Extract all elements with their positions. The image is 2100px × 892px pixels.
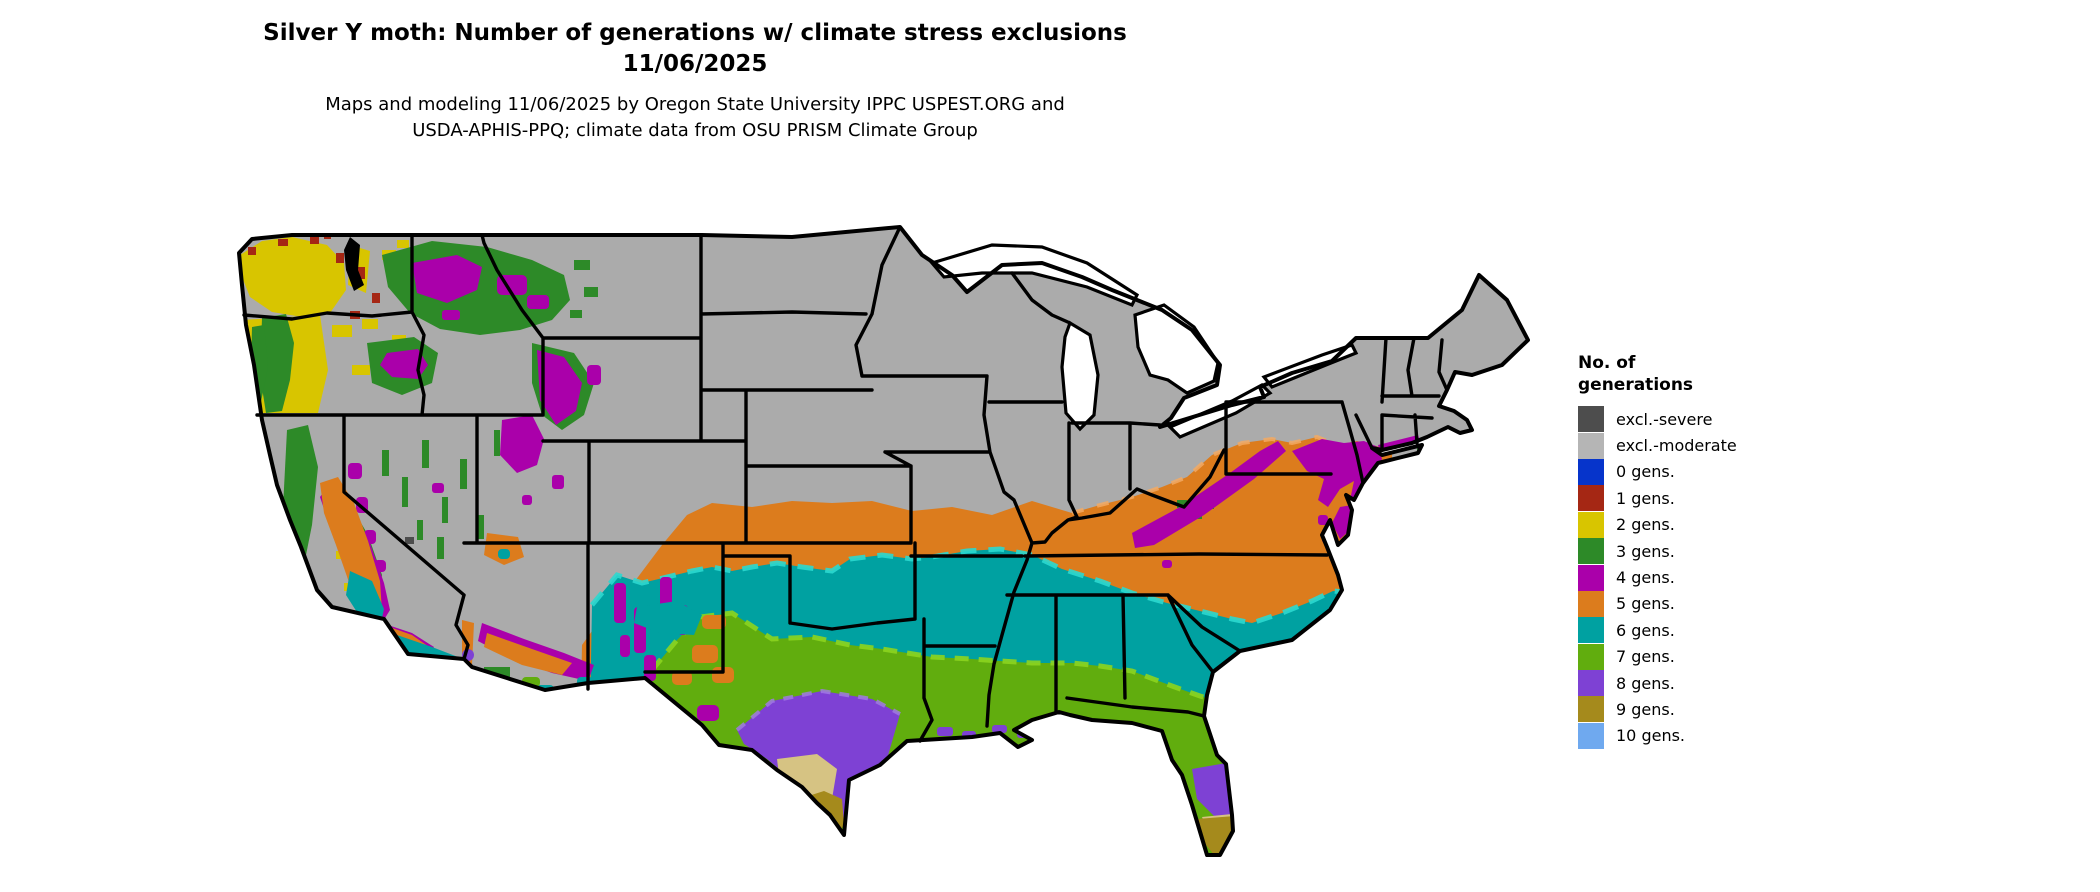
title-line-1: Silver Y moth: Number of generations w/ … bbox=[263, 20, 1127, 46]
legend-label: 10 gens. bbox=[1616, 726, 1686, 746]
legend: No. of generations excl.-severe excl.-mo… bbox=[1578, 352, 1838, 749]
legend-swatch-7-gens bbox=[1578, 643, 1604, 670]
chart-title: Silver Y moth: Number of generations w/ … bbox=[0, 18, 1390, 80]
legend-item: 0 gens. bbox=[1578, 458, 1838, 485]
legend-item: 1 gens. bbox=[1578, 485, 1838, 512]
legend-title-line-1: No. of bbox=[1578, 353, 1636, 373]
legend-label: 1 gens. bbox=[1616, 488, 1675, 508]
legend-label: 6 gens. bbox=[1616, 620, 1675, 640]
legend-swatch-6-gens bbox=[1578, 617, 1604, 644]
legend-swatch-0-gens bbox=[1578, 458, 1604, 485]
legend-item: 2 gens. bbox=[1578, 511, 1838, 538]
legend-item: 8 gens. bbox=[1578, 670, 1838, 697]
legend-item: excl.-moderate bbox=[1578, 432, 1838, 459]
lake-michigan bbox=[1060, 320, 1100, 432]
legend-item: 3 gens. bbox=[1578, 538, 1838, 565]
legend-swatch-excl-severe bbox=[1578, 406, 1604, 433]
legend-item: 7 gens. bbox=[1578, 643, 1838, 670]
zone-7-edge-highlight bbox=[650, 610, 1233, 709]
us-generations-map bbox=[232, 215, 1532, 885]
chart-subtitle: Maps and modeling 11/06/2025 by Oregon S… bbox=[0, 92, 1390, 144]
puget-sound bbox=[344, 237, 364, 291]
legend-swatch-4-gens bbox=[1578, 564, 1604, 591]
subtitle-line-1: Maps and modeling 11/06/2025 by Oregon S… bbox=[325, 94, 1065, 115]
legend-item: 9 gens. bbox=[1578, 696, 1838, 723]
title-line-2: 11/06/2025 bbox=[622, 51, 768, 77]
lake-huron bbox=[1133, 303, 1220, 395]
legend-swatch-10-gens bbox=[1578, 722, 1604, 749]
legend-label: 4 gens. bbox=[1616, 568, 1675, 588]
legend-item: 6 gens. bbox=[1578, 617, 1838, 644]
legend-label: 9 gens. bbox=[1616, 699, 1675, 719]
legend-swatch-1-gens bbox=[1578, 485, 1604, 512]
legend-title-line-2: generations bbox=[1578, 375, 1694, 395]
legend-title: No. of generations bbox=[1578, 352, 1838, 396]
legend-label: 0 gens. bbox=[1616, 462, 1675, 482]
state-borders bbox=[242, 225, 1449, 743]
legend-item: 5 gens. bbox=[1578, 590, 1838, 617]
legend-swatch-2-gens bbox=[1578, 511, 1604, 538]
legend-label: 5 gens. bbox=[1616, 594, 1675, 614]
legend-swatch-3-gens bbox=[1578, 538, 1604, 565]
map-svg bbox=[237, 225, 1530, 881]
subtitle-line-2: USDA-APHIS-PPQ; climate data from OSU PR… bbox=[412, 120, 978, 141]
legend-label: 7 gens. bbox=[1616, 647, 1675, 667]
legend-swatch-9-gens bbox=[1578, 696, 1604, 723]
legend-label: excl.-severe bbox=[1616, 409, 1713, 429]
legend-swatch-5-gens bbox=[1578, 590, 1604, 617]
zone-10-gens bbox=[1207, 867, 1254, 881]
legend-item: excl.-severe bbox=[1578, 406, 1838, 433]
legend-swatch-8-gens bbox=[1578, 670, 1604, 697]
legend-item: 4 gens. bbox=[1578, 564, 1838, 591]
legend-label: 8 gens. bbox=[1616, 673, 1675, 693]
zone-5-edge-highlight bbox=[1071, 434, 1338, 515]
legend-label: 3 gens. bbox=[1616, 541, 1675, 561]
legend-label: 2 gens. bbox=[1616, 515, 1675, 535]
lake-superior bbox=[929, 243, 1140, 308]
zone-8-edge-highlight bbox=[735, 688, 901, 732]
zone-6-edge-highlight bbox=[590, 546, 1358, 626]
legend-swatch-excl-moderate bbox=[1578, 432, 1604, 459]
legend-label: excl.-moderate bbox=[1616, 436, 1737, 456]
legend-item: 10 gens. bbox=[1578, 722, 1838, 749]
